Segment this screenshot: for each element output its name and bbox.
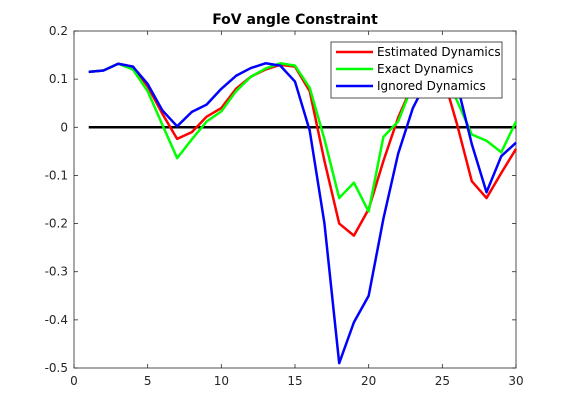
y-tick-label: 0.1: [49, 72, 68, 86]
y-tick-label: -0.4: [45, 313, 68, 327]
legend-label-ignored-dynamics: Ignored Dynamics: [377, 79, 486, 93]
x-tick-label: 20: [361, 374, 376, 388]
x-tick-label: 5: [144, 374, 152, 388]
legend-label-exact-dynamics: Exact Dynamics: [377, 62, 473, 76]
y-tick-label: 0: [60, 120, 68, 134]
legend-label-estimated-dynamics: Estimated Dynamics: [377, 45, 501, 59]
y-tick-label: -0.5: [45, 361, 68, 375]
y-tick-label: 0.2: [49, 24, 68, 38]
y-tick-label: -0.2: [45, 217, 68, 231]
y-tick-label: -0.3: [45, 265, 68, 279]
x-tick-label: 15: [287, 374, 302, 388]
y-tick-label: -0.1: [45, 168, 68, 182]
x-tick-label: 30: [508, 374, 523, 388]
chart-title: FoV angle Constraint: [212, 12, 378, 28]
x-tick-label: 10: [214, 374, 229, 388]
x-tick-label: 25: [435, 374, 450, 388]
plot-area: 0 5 10 15 20 25 30 -0.5 -0.4 -0.3 -0.2 -0.1 0 0.1 0.2 E…: [45, 24, 524, 388]
x-tick-label: 0: [70, 374, 78, 388]
